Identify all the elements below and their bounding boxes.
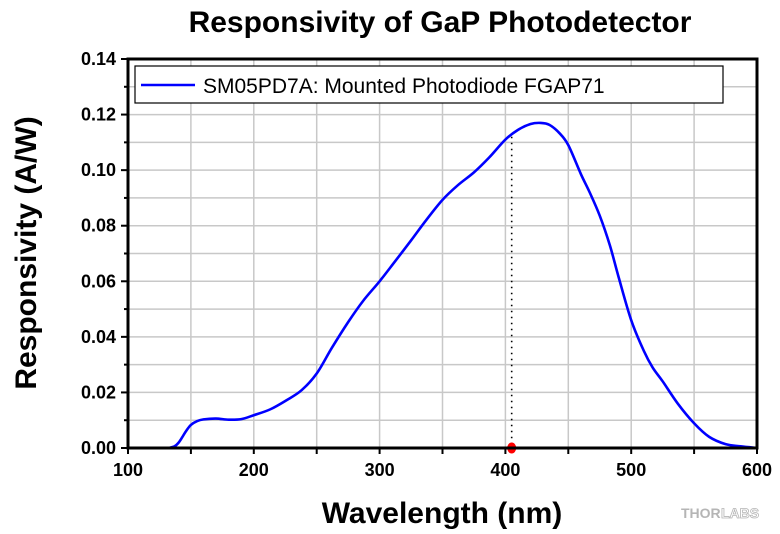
y-tick-label: 0.08 (81, 216, 116, 236)
x-tick-label: 100 (113, 460, 143, 480)
logo-part-thor: THOR (681, 505, 721, 521)
chart-title: Responsivity of GaP Photodetector (189, 6, 692, 39)
legend: SM05PD7A: Mounted Photodiode FGAP71 (134, 65, 724, 104)
x-tick-label: 400 (490, 460, 520, 480)
series-line (164, 121, 758, 450)
grid (128, 59, 757, 448)
x-tick-label: 300 (365, 460, 395, 480)
x-tick-label: 200 (239, 460, 269, 480)
y-tick-label: 0.10 (81, 160, 116, 180)
series-layer (164, 121, 758, 450)
y-tick-label: 0.06 (81, 271, 116, 291)
x-tick-label: 500 (616, 460, 646, 480)
legend-box (134, 65, 724, 104)
x-tick-label: 600 (742, 460, 772, 480)
legend-label: SM05PD7A: Mounted Photodiode FGAP71 (203, 75, 605, 98)
x-axis-label: Wavelength (nm) (322, 497, 563, 530)
y-tick-label: 0.00 (81, 438, 116, 458)
axis-ticks: 100 200 300 400 500 600 0.00 0.02 0.04 0.06 0.08 0.… (81, 49, 772, 480)
y-tick-label: 0.02 (81, 382, 116, 402)
logo-part-labs: LABS (721, 505, 759, 521)
thorlabs-logo: THOR LABS (681, 505, 760, 522)
y-tick-label: 0.12 (81, 105, 116, 125)
y-axis-label: Responsivity (A/W) (10, 116, 43, 389)
annotations (507, 136, 517, 454)
y-tick-label: 0.04 (81, 327, 116, 347)
y-tick-label: 0.14 (81, 49, 116, 69)
